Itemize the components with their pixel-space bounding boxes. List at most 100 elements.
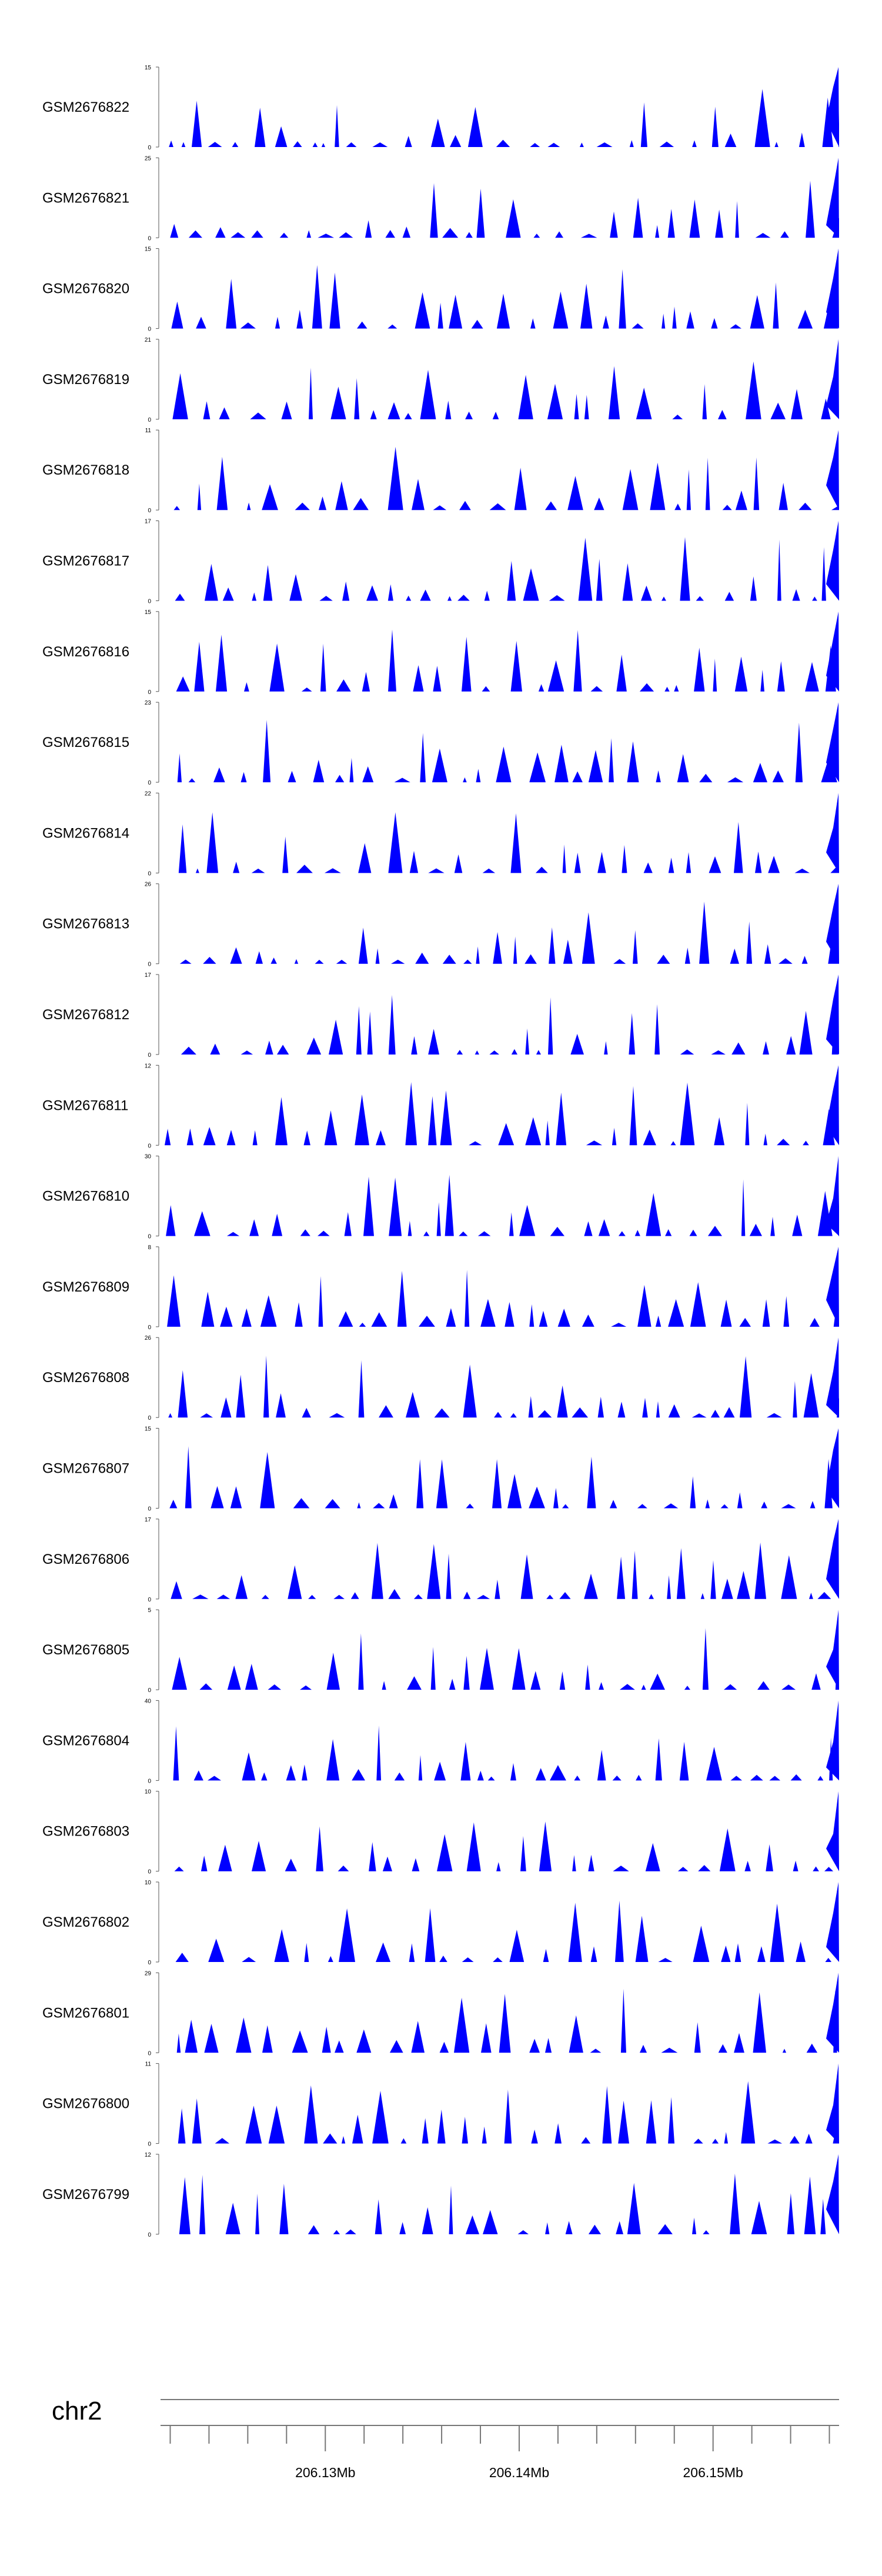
ymin-label: 0: [148, 962, 151, 968]
ymax-label: 17: [145, 972, 152, 979]
ymin-label: 0: [148, 1143, 151, 1149]
track-GSM2676808: GSM2676808 26 0: [42, 1335, 839, 1422]
track-label: GSM2676807: [42, 1461, 129, 1477]
ymax-label: 11: [145, 428, 152, 434]
coverage-area: [161, 793, 839, 873]
ymax-label: 30: [145, 1154, 152, 1160]
track-GSM2676822: GSM2676822 15 0: [42, 65, 839, 151]
ymax-label: 22: [145, 790, 152, 797]
tick-label: 206.15Mb: [683, 2465, 743, 2480]
ymax-label: 5: [148, 1607, 151, 1614]
track-GSM2676805: GSM2676805 5 0: [42, 1607, 839, 1694]
coverage-area: [161, 702, 839, 783]
ymin-label: 0: [148, 145, 151, 151]
coverage-area: [161, 1246, 839, 1327]
coverage-area: [161, 2154, 839, 2234]
coverage-area: [161, 248, 839, 329]
track-label: GSM2676819: [42, 372, 129, 388]
ymin-label: 0: [148, 689, 151, 696]
coverage-area: [161, 1519, 839, 1599]
track-label: GSM2676805: [42, 1642, 129, 1658]
coverage-area: [161, 1791, 839, 1871]
ymax-label: 17: [145, 519, 152, 525]
track-label: GSM2676820: [42, 281, 129, 297]
track-GSM2676806: GSM2676806 17 0: [42, 1517, 839, 1603]
track-label: GSM2676822: [42, 99, 129, 115]
coverage-area: [161, 158, 839, 238]
coverage-area: [161, 975, 839, 1055]
coverage-area: [161, 1428, 839, 1509]
track-label: GSM2676809: [42, 1279, 129, 1295]
ymin-label: 0: [148, 1960, 151, 1966]
ymin-label: 0: [148, 2050, 151, 2057]
track-GSM2676799: GSM2676799 12 0: [42, 2152, 839, 2238]
ymin-label: 0: [148, 1324, 151, 1331]
ymax-label: 26: [145, 1335, 152, 1342]
ymin-label: 0: [148, 1687, 151, 1694]
track-label: GSM2676811: [42, 1097, 128, 1113]
coverage-area: [161, 1882, 839, 1962]
ymax-label: 15: [145, 65, 152, 71]
track-GSM2676803: GSM2676803 10 0: [42, 1789, 839, 1876]
track-GSM2676812: GSM2676812 17 0: [42, 972, 839, 1059]
ymax-label: 15: [145, 609, 152, 616]
track-label: GSM2676817: [42, 553, 129, 569]
track-GSM2676801: GSM2676801 29 0: [42, 1970, 839, 2057]
track-label: GSM2676808: [42, 1370, 129, 1386]
track-GSM2676819: GSM2676819 21 0: [42, 337, 839, 423]
coverage-area: [161, 1973, 839, 2053]
ymax-label: 15: [145, 1426, 152, 1433]
track-GSM2676811: GSM2676811 12 0: [42, 1063, 839, 1149]
ymin-label: 0: [148, 326, 151, 333]
coverage-area: [161, 430, 839, 510]
track-GSM2676820: GSM2676820 15 0: [42, 246, 839, 333]
coverage-area: [161, 1337, 839, 1418]
ymin-label: 0: [148, 2141, 151, 2148]
ymin-label: 0: [148, 417, 151, 423]
ymax-label: 23: [145, 700, 152, 706]
track-label: GSM2676813: [42, 916, 129, 932]
ymin-label: 0: [148, 1778, 151, 1784]
ymax-label: 26: [145, 882, 152, 888]
genome-axis: chr2 206.13Mb 206.14Mb 206.15Mb: [52, 2397, 839, 2480]
track-GSM2676804: GSM2676804 40 0: [42, 1698, 839, 1784]
ymax-label: 15: [145, 246, 152, 253]
coverage-area: [161, 1610, 839, 1690]
track-label: GSM2676821: [42, 190, 129, 206]
track-label: GSM2676815: [42, 735, 129, 750]
coverage-area: [161, 1065, 839, 1146]
track-GSM2676813: GSM2676813 26 0: [42, 882, 839, 968]
ymin-label: 0: [148, 235, 151, 242]
track-label: GSM2676816: [42, 644, 129, 660]
ymin-label: 0: [148, 1052, 151, 1059]
track-GSM2676816: GSM2676816 15 0: [42, 609, 839, 696]
coverage-area: [161, 1156, 839, 1236]
ymax-label: 12: [145, 2152, 152, 2158]
ymin-label: 0: [148, 1506, 151, 1513]
ymin-label: 0: [148, 1869, 151, 1876]
track-label: GSM2676802: [42, 1914, 129, 1930]
coverage-area: [161, 1700, 839, 1781]
ymax-label: 12: [145, 1063, 152, 1069]
track-label: GSM2676806: [42, 1551, 129, 1567]
ymin-label: 0: [148, 780, 151, 786]
track-GSM2676815: GSM2676815 23 0: [42, 700, 839, 786]
track-GSM2676810: GSM2676810 30 0: [42, 1154, 839, 1240]
track-GSM2676800: GSM2676800 11 0: [42, 2061, 839, 2148]
track-GSM2676814: GSM2676814 22 0: [42, 790, 839, 877]
ymax-label: 40: [145, 1698, 152, 1704]
coverage-area: [161, 339, 839, 419]
coverage-area: [161, 883, 839, 964]
track-GSM2676818: GSM2676818 11 0: [42, 428, 839, 514]
ymax-label: 11: [145, 2061, 152, 2068]
coverage-area: [161, 2063, 839, 2144]
coverage-area: [161, 67, 839, 147]
coverage-area: [161, 520, 839, 601]
ymin-label: 0: [148, 599, 151, 605]
track-label: GSM2676799: [42, 2187, 129, 2203]
track-label: GSM2676818: [42, 462, 129, 478]
ymax-label: 17: [145, 1517, 152, 1523]
track-GSM2676802: GSM2676802 10 0: [42, 1880, 839, 1966]
ymax-label: 10: [145, 1880, 152, 1886]
